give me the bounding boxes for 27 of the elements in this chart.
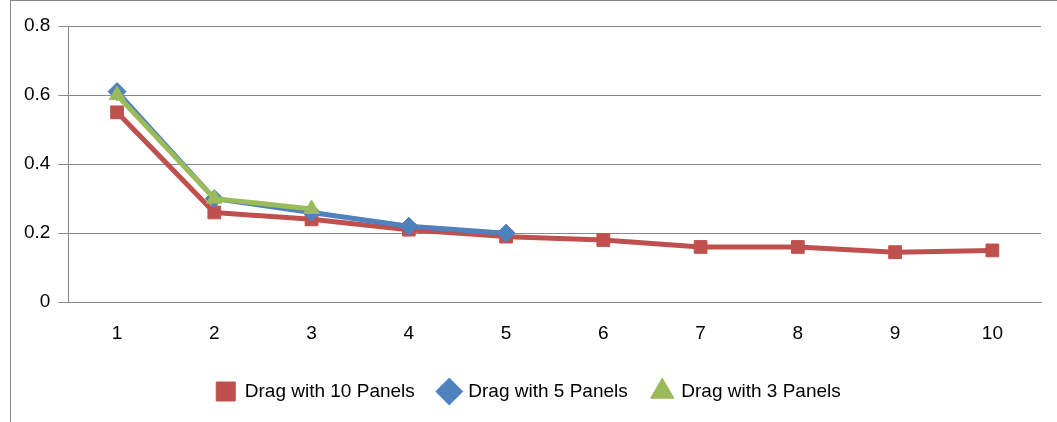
- legend-label: Drag with 3 Panels: [681, 379, 841, 401]
- x-tick-label: 6: [598, 321, 609, 343]
- y-tick-label: 0.2: [23, 221, 51, 243]
- point: [888, 245, 902, 259]
- point: [496, 223, 516, 243]
- point: [985, 243, 1000, 258]
- point: [790, 240, 805, 254]
- x-tick-label: 10: [981, 321, 1003, 343]
- point: [693, 240, 708, 254]
- point: [596, 233, 611, 247]
- point: [399, 216, 419, 236]
- y-tick-label: 0.6: [23, 83, 51, 105]
- x-tick-label: 1: [111, 321, 123, 343]
- y-tick-label: 0: [39, 290, 51, 312]
- x-tick-label: 4: [403, 321, 415, 343]
- x-tick-label: 2: [209, 321, 220, 343]
- point: [207, 205, 222, 220]
- x-tick-label: 8: [792, 321, 804, 343]
- x-tick-label: 7: [695, 321, 706, 343]
- y-tick-label: 0.4: [23, 152, 51, 174]
- x-tick-label: 3: [306, 321, 317, 343]
- x-tick-label: 9: [889, 321, 901, 343]
- point: [110, 105, 124, 120]
- y-tick-label: 0.8: [23, 14, 51, 36]
- legend-label: Drag with 10 Panels: [244, 379, 415, 401]
- x-tick-label: 5: [500, 321, 512, 343]
- legend-label: Drag with 5 Panels: [468, 379, 628, 401]
